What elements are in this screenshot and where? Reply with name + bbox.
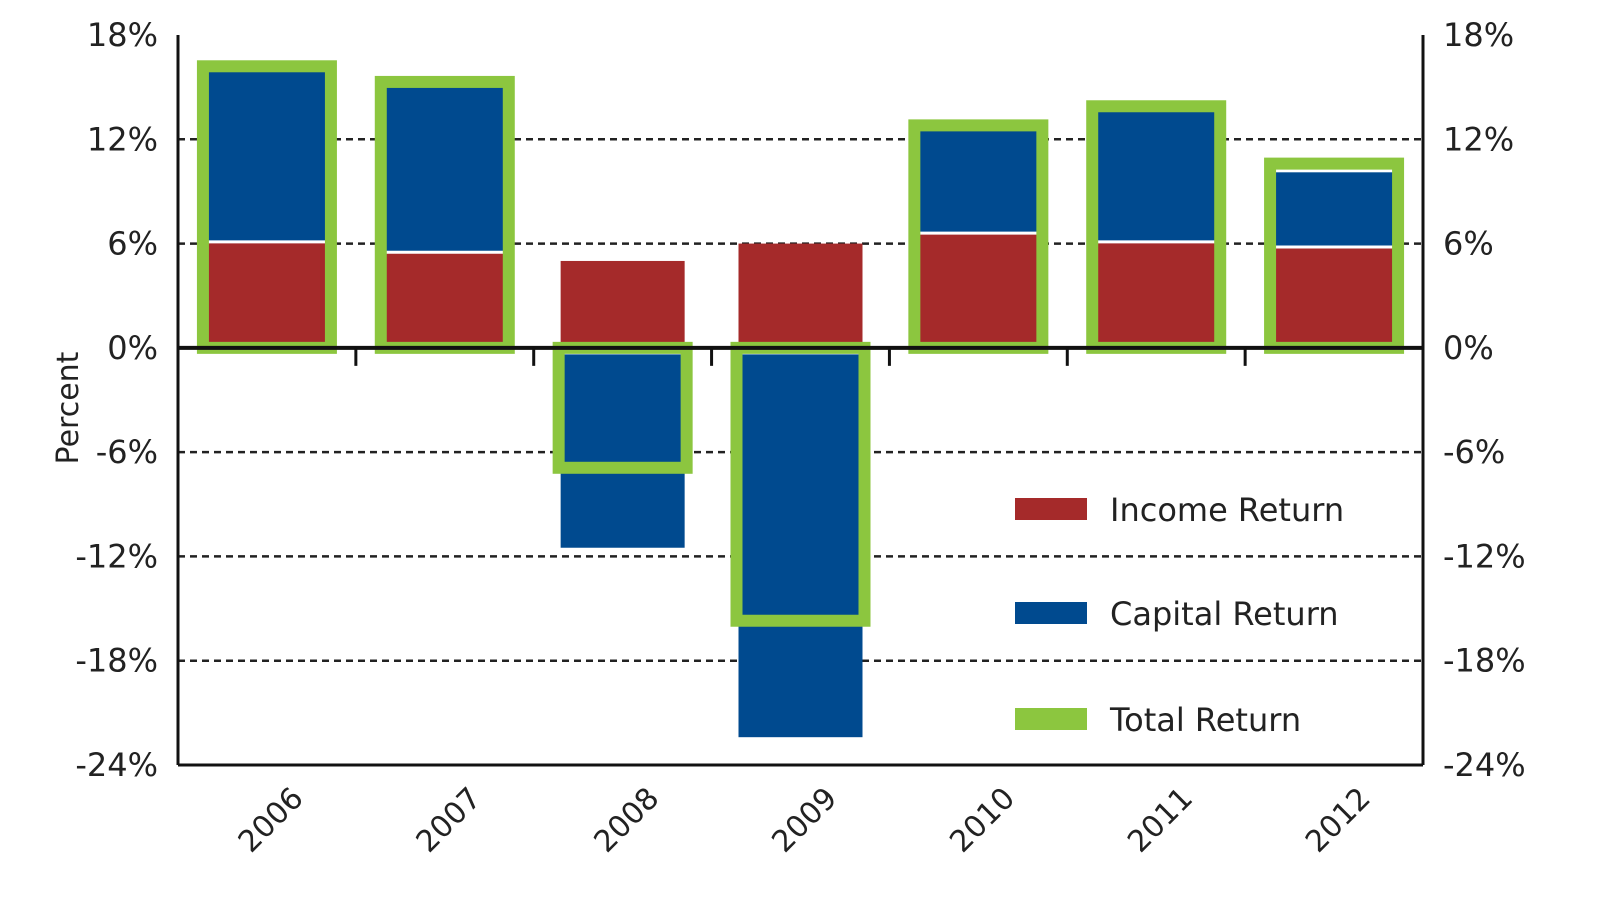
x-category-label: 2010 [943, 781, 1022, 860]
y-tick-label-left: -18% [75, 642, 158, 680]
capital-bar [1272, 172, 1397, 248]
income-bar [382, 252, 507, 348]
bars [196, 60, 1405, 738]
axes [176, 35, 1425, 767]
capital-bar [916, 130, 1041, 234]
y-tick-label-left: -6% [96, 433, 158, 471]
capital-bar [382, 85, 507, 253]
capital-bar [560, 347, 685, 548]
income-bar [916, 233, 1041, 348]
x-category-label: 2007 [410, 781, 489, 860]
y-tick-label-right: -24% [1443, 746, 1526, 784]
capital-bar [204, 71, 329, 242]
income-bar [1094, 241, 1219, 348]
legend-label: Total Return [1109, 701, 1301, 739]
income-bar [1272, 247, 1397, 348]
legend-swatch [1015, 602, 1087, 624]
capital-bar [1094, 111, 1219, 242]
y-axis-right-ticks: 18% 12% 6% 0% -6% -12% -18% -24% [1443, 16, 1526, 784]
income-bar [560, 260, 685, 348]
y-tick-label-right: -6% [1443, 433, 1505, 471]
y-tick-label-left: 6% [107, 225, 158, 263]
legend-label: Income Return [1110, 491, 1344, 529]
income-bar [204, 241, 329, 348]
y-tick-label-right: 18% [1443, 16, 1514, 54]
y-tick-label-left: 18% [87, 16, 158, 54]
x-category-label: 2011 [1121, 781, 1200, 860]
y-tick-label-left: -24% [75, 746, 158, 784]
capital-bar [738, 347, 863, 738]
y-tick-label-right: 6% [1443, 225, 1494, 263]
legend-swatch [1015, 708, 1087, 730]
y-tick-label-left: -12% [75, 537, 158, 575]
y-tick-label-right: 12% [1443, 120, 1514, 158]
y-tick-label-right: -18% [1443, 642, 1526, 680]
y-tick-label-right: 0% [1443, 329, 1494, 367]
legend-swatch [1015, 498, 1087, 520]
y-tick-label-left: 0% [107, 329, 158, 367]
y-tick-label-right: -12% [1443, 537, 1526, 575]
x-category-label: 2012 [1299, 781, 1378, 860]
x-category-label: 2008 [588, 781, 667, 860]
y-axis-title: Percent [51, 351, 86, 464]
y-axis-left-ticks: 18% 12% 6% 0% -6% -12% -18% -24% [75, 16, 158, 784]
x-category-label: 2009 [765, 781, 844, 860]
x-category-label: 2006 [232, 781, 311, 860]
legend-label: Capital Return [1110, 595, 1339, 633]
x-axis-categories: 2006 2007 2008 2009 2010 2011 2012 [232, 781, 1378, 860]
legend: Income Return Capital Return Total Return [1015, 491, 1344, 739]
income-bar [738, 243, 863, 348]
y-tick-label-left: 12% [87, 120, 158, 158]
